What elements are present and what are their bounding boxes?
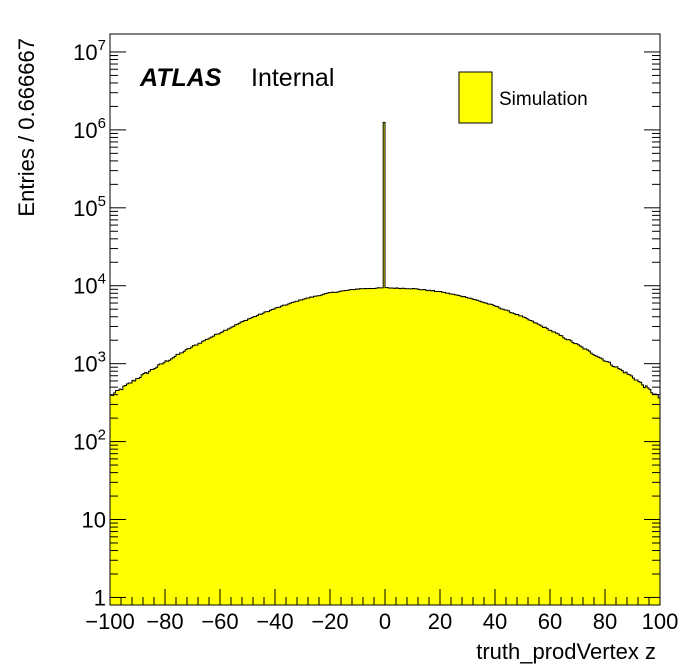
internal-label: Internal [251,64,334,92]
x-tick-label: 100 [642,609,679,634]
x-tick-label: −20 [311,609,348,634]
x-tick-label: 80 [593,609,617,634]
y-tick-label: 104 [73,271,106,299]
x-axis: −100 −80 −60 −40 −20 0 20 40 60 80 100 [85,589,678,634]
x-tick-label: 0 [379,609,391,634]
y-tick-label: 103 [73,349,106,377]
x-tick-label: 40 [483,609,507,634]
y-tick-label: 10 [82,508,106,533]
x-tick-label: −100 [85,609,135,634]
y-tick-label: 102 [73,427,106,455]
x-tick-label: 20 [428,609,452,634]
x-axis-title: truth_prodVertex z [476,639,656,664]
x-tick-label: 60 [538,609,562,634]
y-axis-title: Entries / 0.666667 [14,38,39,217]
y-tick-label: 1 [94,585,106,610]
y-axis: 1 10 102 103 104 105 106 107 [73,37,660,610]
legend-label-simulation: Simulation [499,89,588,110]
x-tick-label: −80 [146,609,183,634]
x-tick-label: −40 [256,609,293,634]
legend-swatch-simulation [458,71,493,124]
y-tick-label: 105 [73,193,106,221]
x-tick-label: −60 [201,609,238,634]
atlas-label: ATLAS [139,64,222,92]
y-tick-label: 106 [73,115,106,143]
plot-area [109,121,661,606]
y-tick-label: 107 [73,37,106,65]
legend: Simulation [458,71,588,124]
histogram-fill [109,121,661,606]
